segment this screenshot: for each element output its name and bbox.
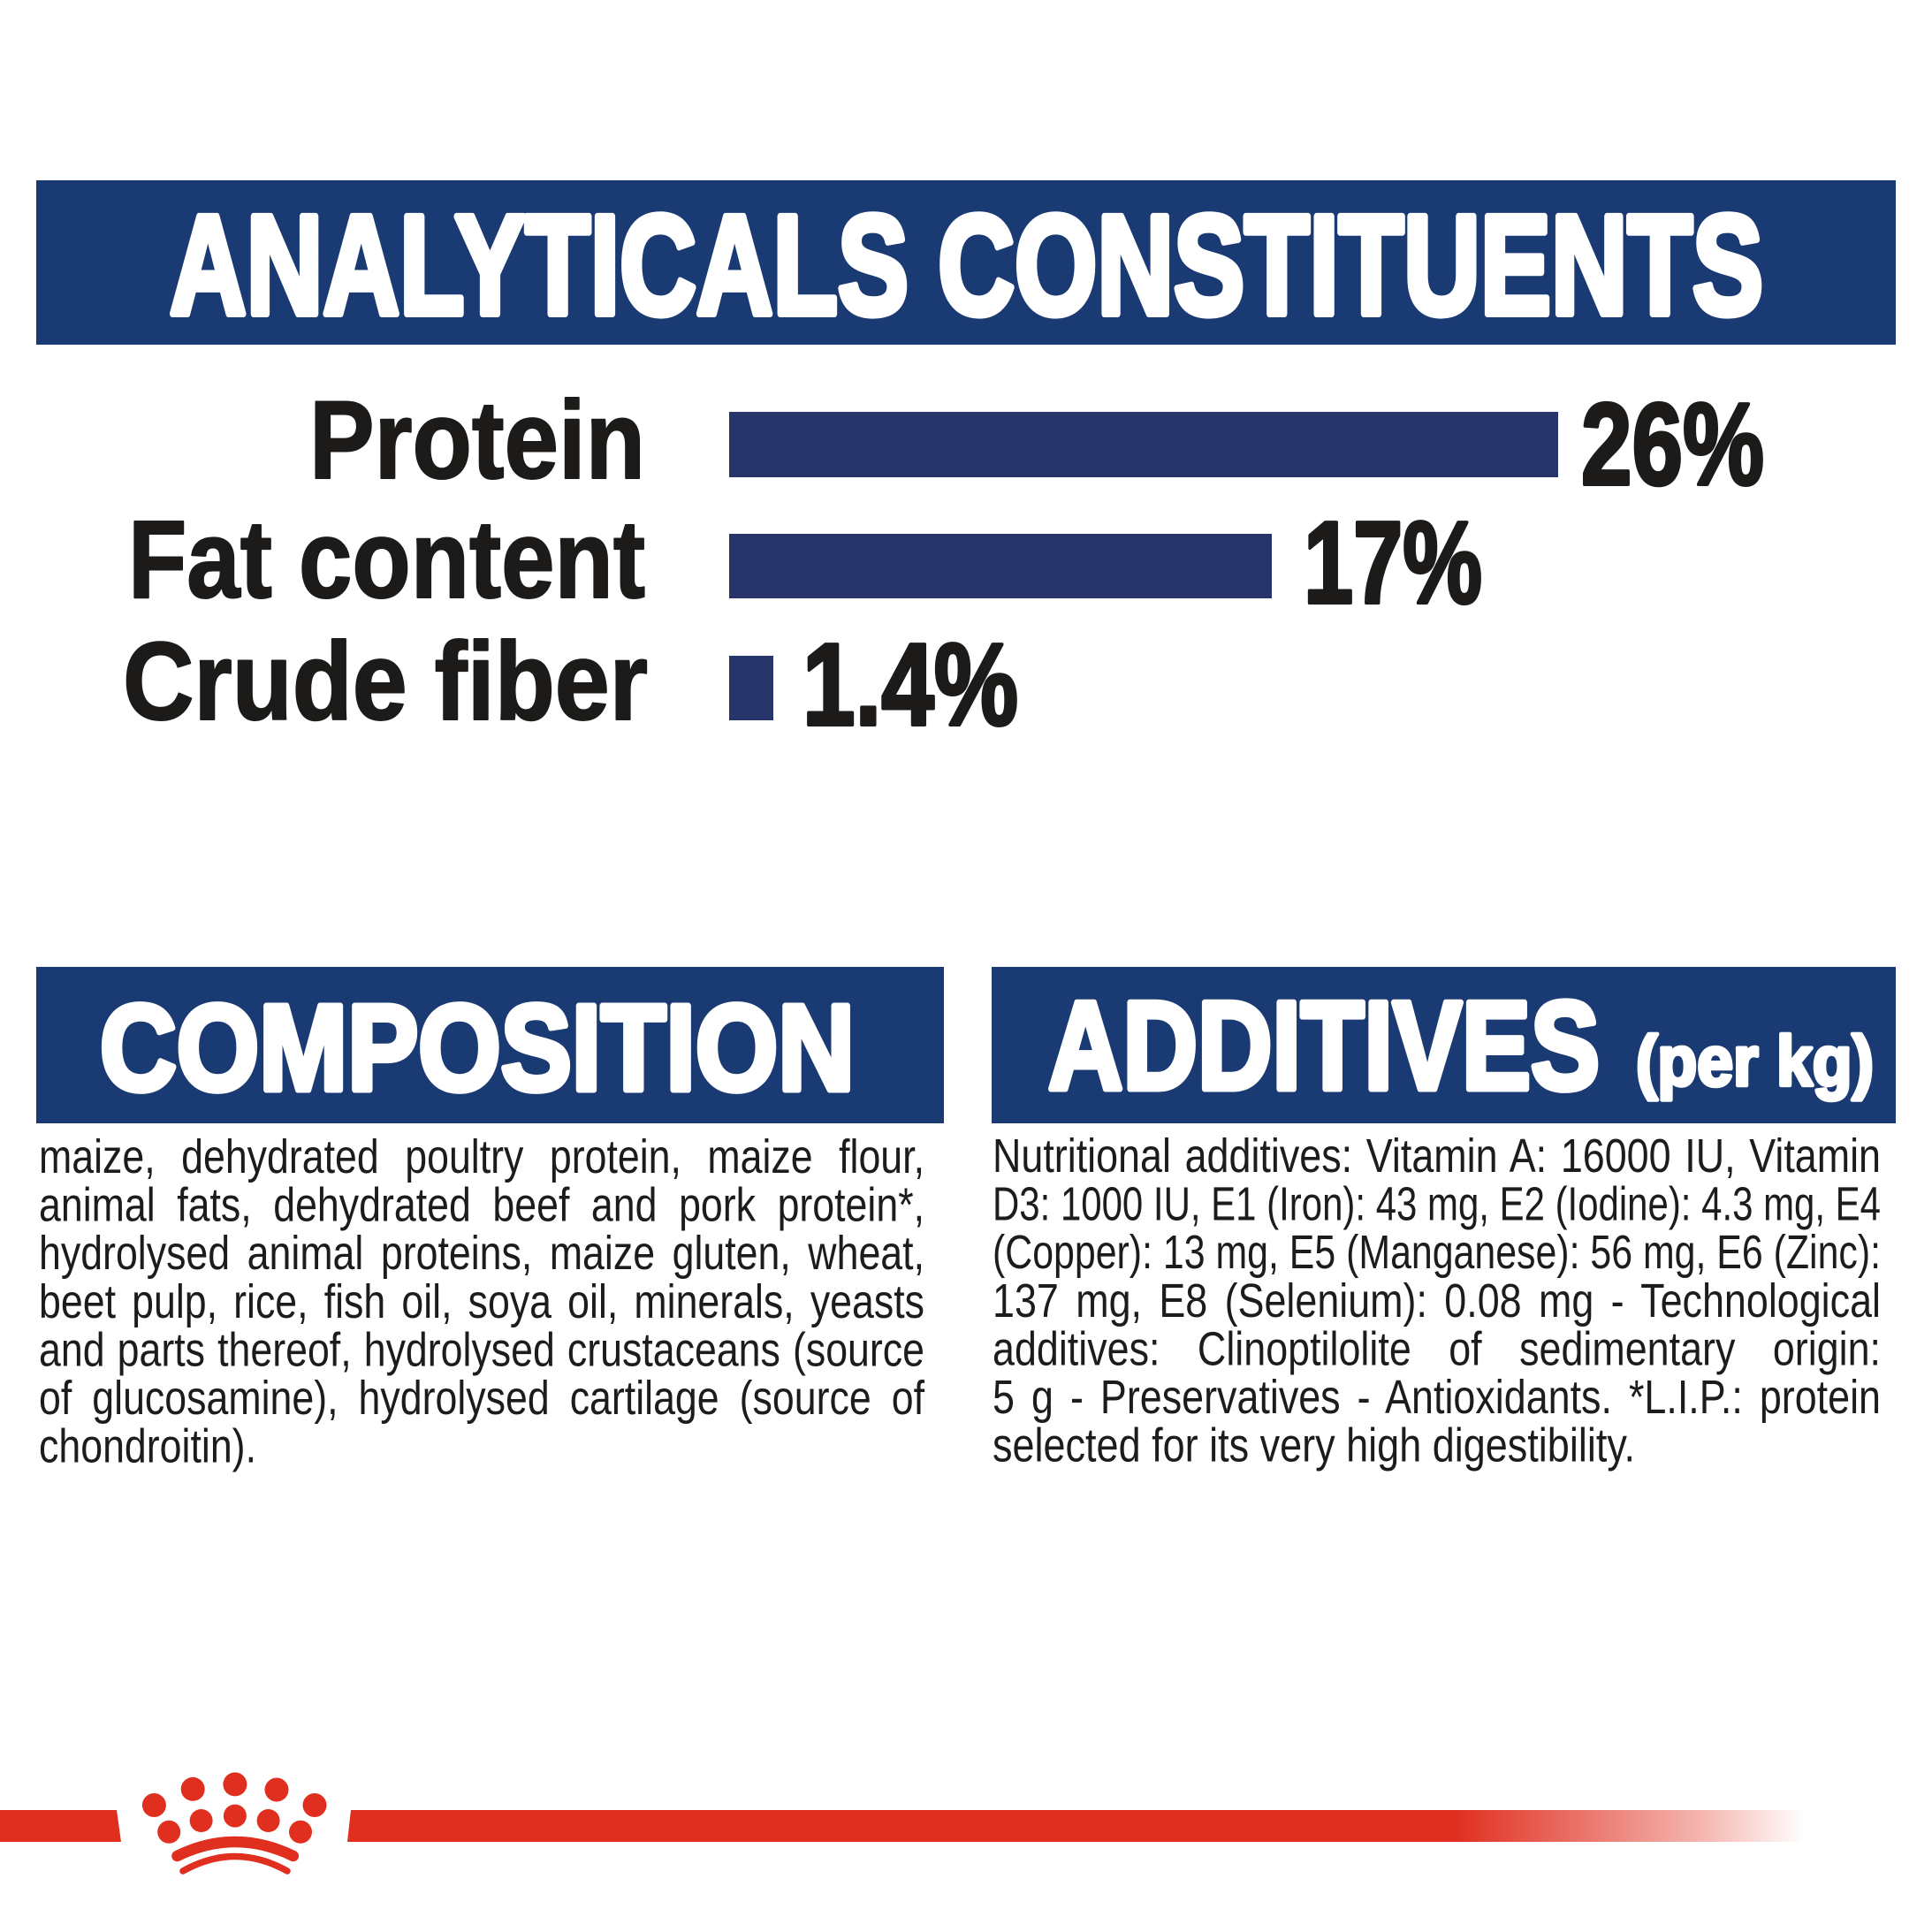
svg-text:(Copper): 13 mg, E5 (Manganese: (Copper): 13 mg, E5 (Manganese): 56 mg, … [993,1226,1881,1279]
svg-text:Protein: Protein [309,379,645,502]
svg-text:COMPOSITION: COMPOSITION [100,980,855,1116]
svg-text:animal fats, dehydrated beef a: animal fats, dehydrated beef and pork pr… [39,1179,924,1232]
svg-text:137 mg, E8 (Selenium): 0.08 mg: 137 mg, E8 (Selenium): 0.08 mg - Technol… [993,1274,1881,1327]
svg-text:maize, dehydrated poultry prot: maize, dehydrated poultry protein, maize… [39,1130,924,1183]
svg-text:and parts thereof, hydrolysed: and parts thereof, hydrolysed crustacean… [39,1323,924,1376]
svg-text:hydrolysed animal proteins, ma: hydrolysed animal proteins, maize gluten… [39,1227,924,1280]
svg-text:17%: 17% [1304,498,1482,628]
svg-text:Crude fiber: Crude fiber [123,620,648,743]
svg-text:beet pulp, rice, fish oil, soy: beet pulp, rice, fish oil, soya oil, min… [39,1275,924,1328]
svg-text:ANALYTICALS CONSTITUENTS: ANALYTICALS CONSTITUENTS [170,186,1763,344]
svg-text:(per kg): (per kg) [1636,1022,1874,1100]
svg-text:26%: 26% [1581,379,1764,509]
svg-text:additives: Clinoptilolite of s: additives: Clinoptilolite of sedimentary… [993,1322,1881,1375]
svg-text:ADDITIVES: ADDITIVES [1048,976,1600,1116]
svg-text:selected for its very high dig: selected for its very high digestibility… [993,1419,1635,1472]
svg-text:D3: 1000 IU, E1 (Iron): 43 mg,: D3: 1000 IU, E1 (Iron): 43 mg, E2 (Iodin… [993,1178,1881,1231]
svg-text:Fat content: Fat content [128,498,645,621]
svg-text:5 g - Preservatives - Antioxid: 5 g - Preservatives - Antioxidants. *L.I… [993,1371,1881,1424]
svg-text:Nutritional additives: Vitamin: Nutritional additives: Vitamin A: 16000 … [993,1130,1881,1183]
svg-text:of glucosamine), hydrolysed ca: of glucosamine), hydrolysed cartilage (s… [39,1372,925,1425]
svg-text:1.4%: 1.4% [802,620,1018,749]
svg-text:chondroitin).: chondroitin). [39,1420,256,1473]
